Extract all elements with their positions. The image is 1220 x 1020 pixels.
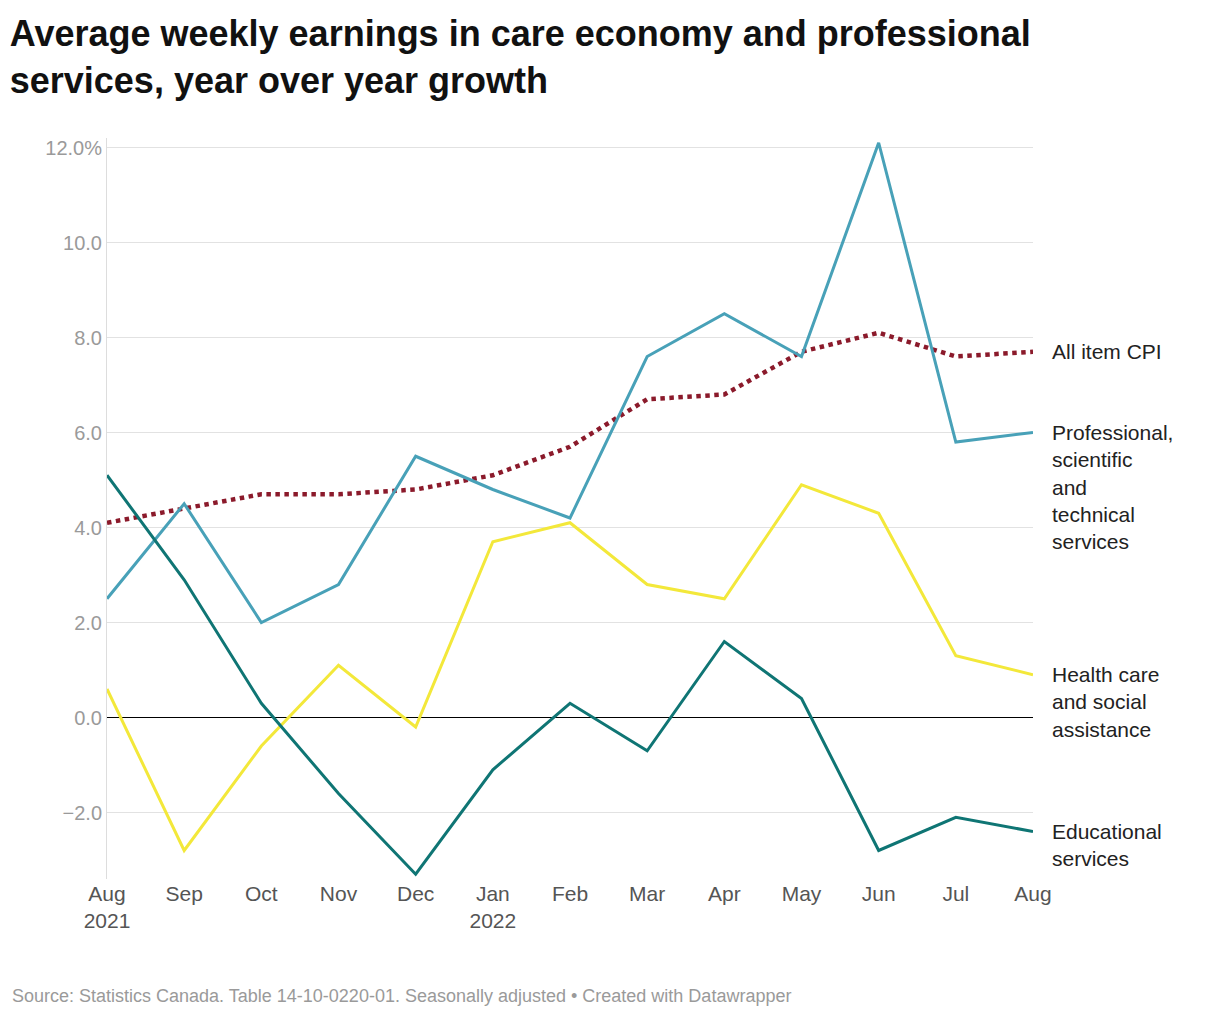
svg-text:May: May xyxy=(782,882,822,905)
svg-text:Professional,scientificandtech: Professional,scientificandtechnicalservi… xyxy=(1052,421,1173,553)
svg-text:0.0: 0.0 xyxy=(74,707,102,729)
svg-text:Mar: Mar xyxy=(629,882,665,905)
svg-text:4.0: 4.0 xyxy=(74,517,102,539)
svg-text:8.0: 8.0 xyxy=(74,327,102,349)
svg-text:10.0: 10.0 xyxy=(63,232,102,254)
svg-text:Jun: Jun xyxy=(862,882,896,905)
svg-text:Aug: Aug xyxy=(1014,882,1051,905)
svg-text:Apr: Apr xyxy=(708,882,741,905)
svg-text:Educationalservices: Educationalservices xyxy=(1052,820,1162,870)
svg-text:−2.0: −2.0 xyxy=(63,802,102,824)
svg-text:Sep: Sep xyxy=(165,882,202,905)
svg-text:Jul: Jul xyxy=(942,882,969,905)
svg-text:12.0%: 12.0% xyxy=(45,137,102,159)
svg-text:Feb: Feb xyxy=(552,882,588,905)
svg-text:Jan2022: Jan2022 xyxy=(469,882,516,932)
svg-text:Source: Statistics Canada. Tab: Source: Statistics Canada. Table 14-10-0… xyxy=(12,986,791,1006)
svg-text:Oct: Oct xyxy=(245,882,278,905)
svg-text:Aug2021: Aug2021 xyxy=(84,882,131,932)
svg-text:Average weekly earnings in car: Average weekly earnings in care economy … xyxy=(10,13,1031,101)
svg-text:All item CPI: All item CPI xyxy=(1052,340,1162,363)
svg-text:Health careand socialassistanc: Health careand socialassistance xyxy=(1052,663,1159,741)
svg-text:Dec: Dec xyxy=(397,882,434,905)
svg-text:6.0: 6.0 xyxy=(74,422,102,444)
svg-text:2.0: 2.0 xyxy=(74,612,102,634)
svg-text:Nov: Nov xyxy=(320,882,358,905)
